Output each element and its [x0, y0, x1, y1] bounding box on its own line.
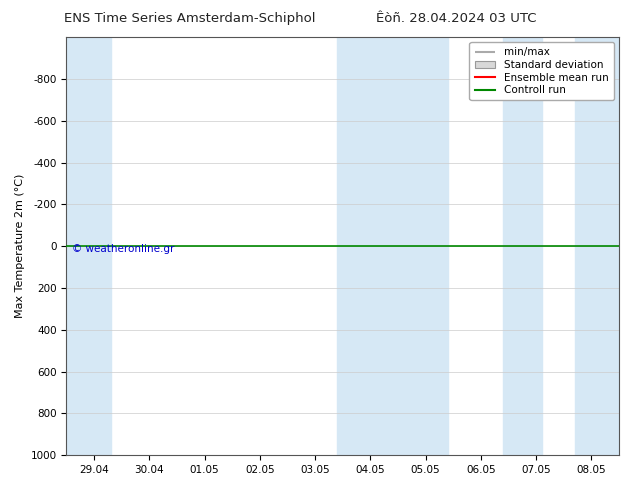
Text: ENS Time Series Amsterdam-Schiphol: ENS Time Series Amsterdam-Schiphol	[65, 12, 316, 25]
Text: © weatheronline.gr: © weatheronline.gr	[72, 244, 174, 254]
Legend: min/max, Standard deviation, Ensemble mean run, Controll run: min/max, Standard deviation, Ensemble me…	[469, 42, 614, 100]
Text: Êòñ. 28.04.2024 03 UTC: Êòñ. 28.04.2024 03 UTC	[376, 12, 537, 25]
Bar	[67, 37, 110, 455]
Bar	[575, 37, 619, 455]
Y-axis label: Max Temperature 2m (°C): Max Temperature 2m (°C)	[15, 174, 25, 318]
Bar	[337, 37, 448, 455]
Bar	[503, 37, 541, 455]
